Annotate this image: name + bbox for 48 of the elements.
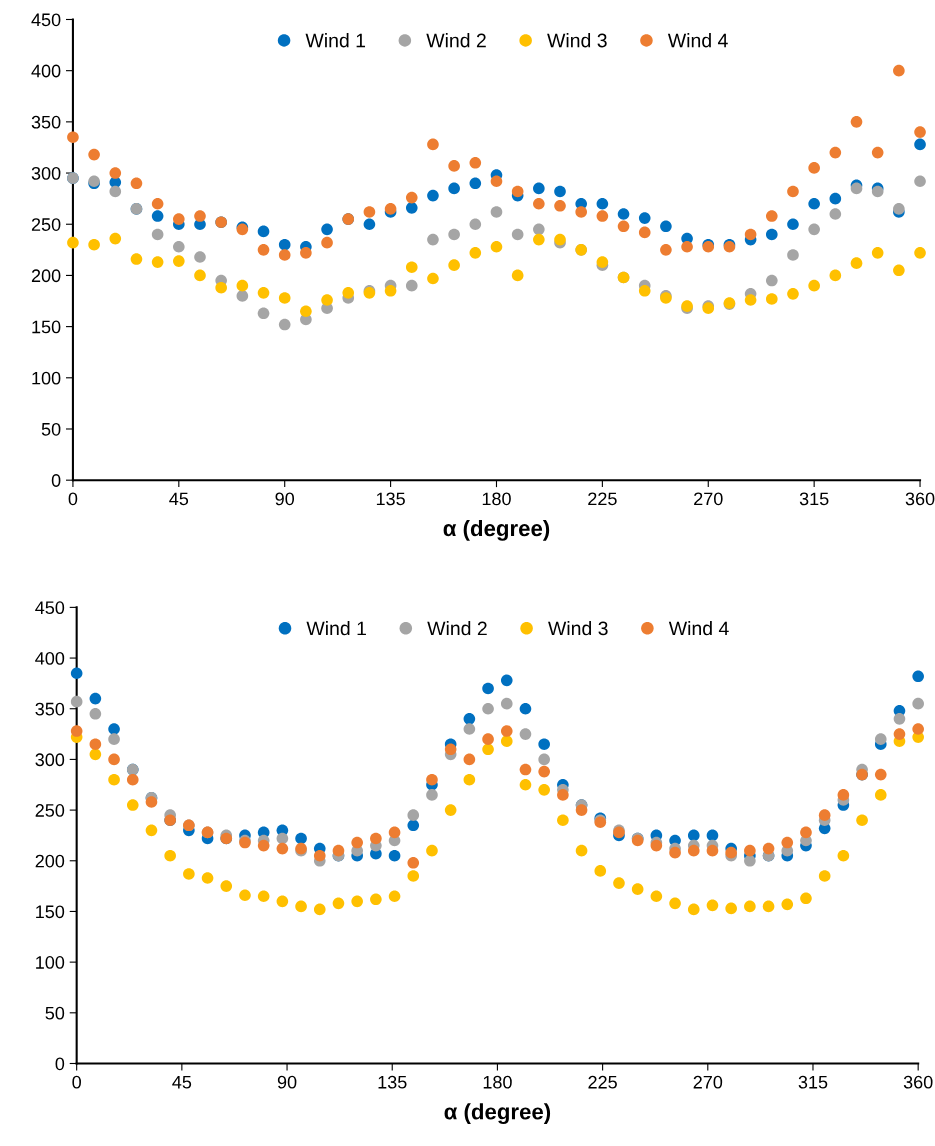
y-tick-label: 300 [35, 753, 65, 767]
y-tick-label: 350 [31, 115, 61, 129]
x-tick-label: 90 [275, 492, 295, 506]
y-tick-label: 300 [31, 166, 61, 180]
y-tick-label: 50 [41, 422, 61, 436]
x-tick-label: 0 [68, 492, 78, 506]
legend-label: Wind 4 [668, 620, 729, 636]
x-tick-label: 45 [172, 1075, 192, 1089]
x-axis-title: α (degree) [443, 519, 550, 541]
y-tick-label: 50 [45, 1006, 65, 1020]
y-tick-label: 400 [31, 64, 61, 78]
x-tick-label: 225 [588, 1075, 617, 1089]
x-tick-label: 270 [693, 1075, 723, 1089]
y-tick-label: 200 [31, 269, 61, 283]
y-tick-label: 0 [55, 1057, 65, 1071]
y-tick-label: 250 [31, 218, 61, 231]
legend-label: Wind 1 [306, 620, 366, 636]
legend-label: Wind 2 [427, 620, 487, 636]
y-tick-label: 450 [31, 13, 61, 27]
legend-label: Wind 3 [547, 33, 607, 48]
x-tick-label: 180 [483, 1075, 512, 1089]
y-tick-label: 350 [35, 702, 65, 716]
x-tick-label: 90 [277, 1075, 297, 1089]
legend-label: Wind 2 [426, 33, 486, 48]
x-tick-label: 45 [169, 492, 189, 506]
y-tick-label: 450 [35, 601, 65, 615]
y-tick-label: 150 [36, 905, 65, 919]
x-tick-label: 315 [798, 1075, 828, 1089]
x-tick-label: 0 [72, 1075, 81, 1089]
x-tick-label: 315 [799, 492, 829, 506]
x-tick-label: 360 [903, 1075, 933, 1089]
x-axis-title: α (degree) [444, 1103, 551, 1125]
legend-label: Wind 1 [305, 33, 366, 48]
legend-label: Wind 4 [667, 33, 728, 48]
y-tick-label: 250 [35, 804, 65, 817]
x-tick-label: 270 [694, 492, 723, 506]
x-tick-label: 135 [376, 492, 405, 506]
y-tick-label: 100 [32, 371, 61, 385]
x-tick-label: 225 [588, 492, 617, 506]
x-tick-label: 180 [482, 492, 511, 506]
y-tick-label: 400 [35, 651, 65, 665]
y-tick-label: 200 [35, 854, 65, 868]
x-tick-label: 135 [378, 1075, 407, 1089]
y-tick-label: 150 [32, 320, 61, 334]
legend-label: Wind 3 [548, 620, 608, 636]
x-tick-label: 360 [905, 492, 935, 506]
y-tick-label: 0 [51, 474, 61, 487]
y-tick-label: 100 [36, 956, 65, 969]
